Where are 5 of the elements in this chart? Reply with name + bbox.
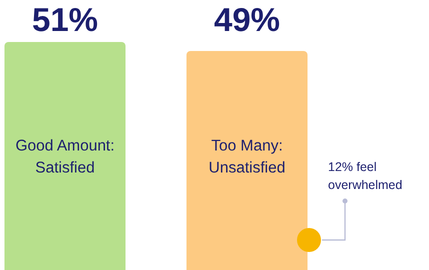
x-tick-label: Good Amount: Satisfied — [15, 137, 115, 176]
data-label: 51% — [32, 1, 98, 38]
annotation: 12% feel overwhelmed — [328, 159, 404, 194]
data-label: 49% — [214, 1, 280, 38]
x-tick-label: Too Many: Unsatisfied — [208, 137, 286, 176]
